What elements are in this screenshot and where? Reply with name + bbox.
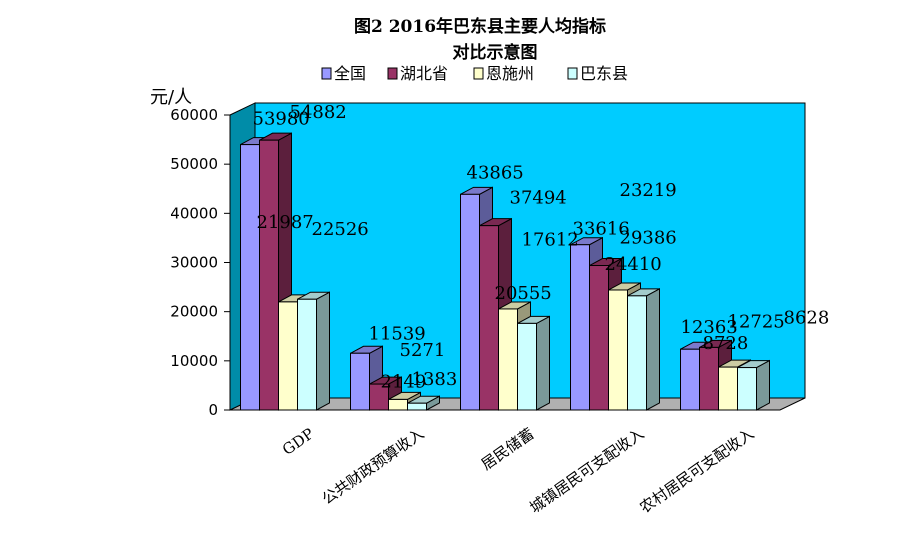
category-label: 公共财政预算收入 <box>319 425 428 509</box>
bar-front <box>460 193 480 411</box>
legend-swatch <box>387 67 398 80</box>
category-label: 居民储蓄 <box>478 425 537 474</box>
data-label: 29386 <box>620 228 677 249</box>
data-label: 43865 <box>467 162 524 183</box>
data-label: 11539 <box>369 323 426 344</box>
category-label: GDP <box>279 425 317 459</box>
data-label: 37494 <box>510 188 567 209</box>
bar-front <box>680 348 700 411</box>
category-label: 城镇居民可支配收入 <box>526 425 647 517</box>
bar-front <box>608 289 628 411</box>
y-tick-label: 10000 <box>170 352 218 370</box>
y-tick-label: 60000 <box>170 106 218 124</box>
data-label: 24410 <box>605 254 662 275</box>
legend-label: 巴东县 <box>580 64 628 83</box>
bar-front <box>407 402 427 411</box>
bars <box>240 132 770 411</box>
y-tick-label: 50000 <box>170 155 218 173</box>
legend-swatch <box>473 67 484 80</box>
legend-item: 湖北省 <box>387 64 448 83</box>
bar-front <box>498 308 518 411</box>
bar-side <box>316 291 330 411</box>
bar-front <box>718 366 738 411</box>
bar-side <box>756 359 770 411</box>
bar-front <box>479 225 499 411</box>
y-tick-label: 20000 <box>170 303 218 321</box>
chart-title: 图2 2016年巴东县主要人均指标 <box>354 16 606 37</box>
bar-front <box>297 298 317 411</box>
data-label: 12725 <box>728 311 785 332</box>
bar-side <box>646 288 660 411</box>
data-label: 5271 <box>400 340 446 361</box>
bar-front <box>369 383 389 411</box>
bar <box>737 359 770 411</box>
legend-item: 全国 <box>321 64 366 83</box>
bar-front <box>388 398 408 411</box>
data-label: 8728 <box>703 333 749 354</box>
bar <box>407 395 440 411</box>
chart-subtitle: 对比示意图 <box>453 42 538 63</box>
data-label: 20555 <box>495 283 552 304</box>
bar-front <box>350 352 370 411</box>
bar <box>517 315 550 411</box>
bar-front <box>737 367 757 411</box>
legend-label: 全国 <box>334 64 366 83</box>
data-label: 22526 <box>312 219 369 240</box>
data-label: 23219 <box>620 180 677 201</box>
category-label: 农村居民可支配收入 <box>636 425 757 517</box>
bar-front <box>278 301 298 411</box>
bar-front <box>517 322 537 411</box>
legend-swatch <box>321 67 332 80</box>
data-label: 33616 <box>573 219 630 240</box>
legend-label: 恩施州 <box>486 64 534 83</box>
data-label: 1383 <box>412 369 458 390</box>
data-label: 53980 <box>253 109 310 130</box>
bar-front <box>570 244 590 411</box>
y-axis: 0 10000 20000 30000 40000 50000 60000 <box>170 106 231 419</box>
legend-item: 恩施州 <box>473 64 534 83</box>
y-tick-label: 30000 <box>170 254 218 272</box>
bar-front <box>627 295 647 411</box>
legend-swatch <box>567 67 578 80</box>
bar <box>297 291 330 411</box>
bar-front <box>240 144 260 411</box>
bar-side <box>536 315 550 411</box>
y-axis-label: 元/人 <box>150 87 192 108</box>
data-label: 17612 <box>522 229 579 250</box>
data-label: 2149 <box>381 371 427 392</box>
legend: 全国 湖北省 恩施州 巴东县 <box>321 64 628 83</box>
bar-front <box>259 139 279 411</box>
y-tick-label: 40000 <box>170 204 218 222</box>
bar-front <box>699 346 719 411</box>
data-label: 21987 <box>257 212 314 233</box>
y-tick-label: 0 <box>208 401 218 419</box>
data-label: 54882 <box>290 102 347 123</box>
legend-item: 巴东县 <box>567 64 628 83</box>
bar-front <box>589 265 609 411</box>
legend-label: 湖北省 <box>400 64 448 83</box>
data-label: 8628 <box>784 308 830 329</box>
bar <box>627 288 660 411</box>
data-label: 12363 <box>681 317 738 338</box>
